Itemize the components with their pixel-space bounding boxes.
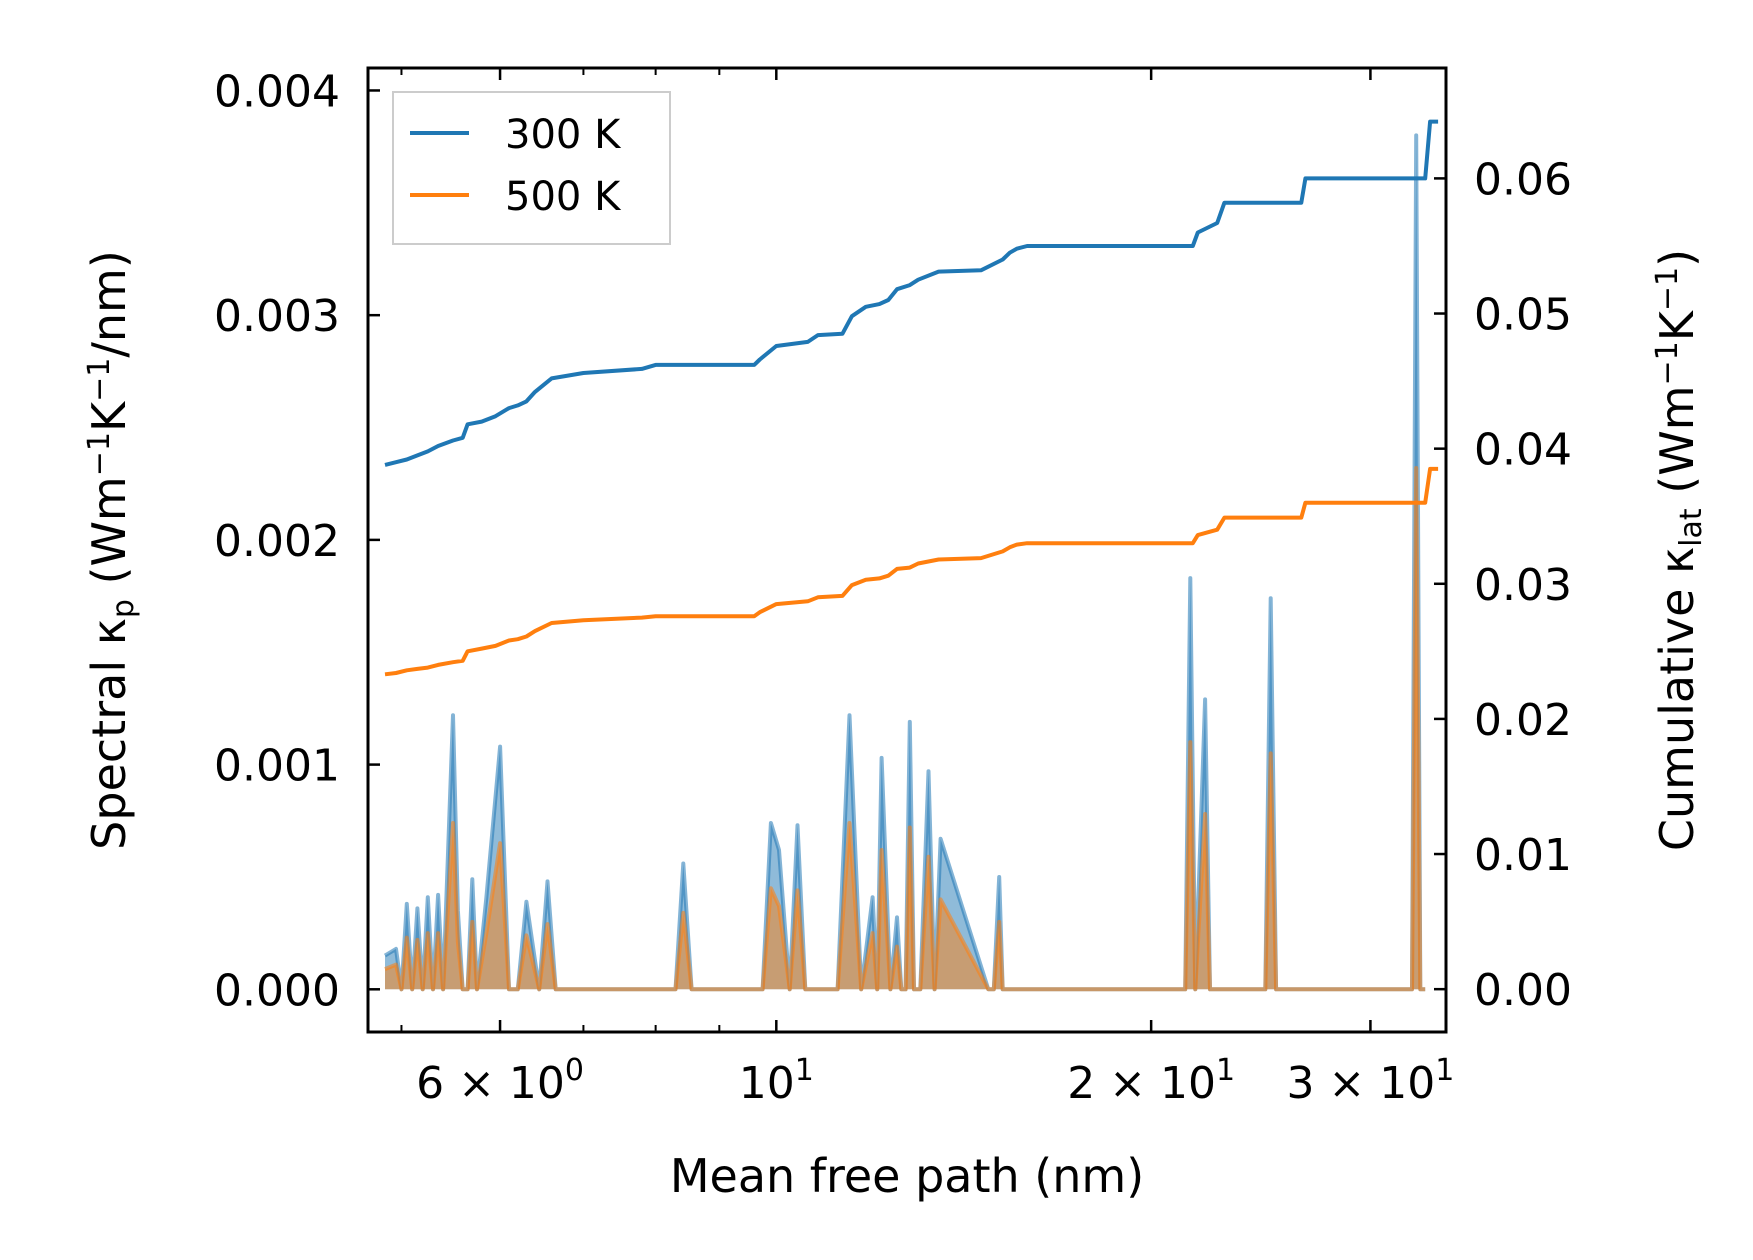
x-tick-label: 2 × 101 [1067, 1053, 1235, 1109]
500-k-spectral-fill [385, 468, 1426, 990]
x-axis-title: Mean free path (nm) [670, 1149, 1144, 1203]
left-y-tick-label: 0.000 [214, 965, 340, 1016]
spectral-series-layer [383, 133, 1426, 992]
right-y-tick-label: 0.03 [1474, 560, 1572, 611]
cumulative-300-k-line [384, 119, 1439, 467]
legend-label-300k: 300 K [505, 112, 622, 158]
left-y-axis-title: Spectral κp (Wm−1K−1/nm) [82, 250, 141, 850]
ticks-layer: 6 × 100 101 2 × 101 3 × 101 0.000 0.001 0.002 0… [214, 66, 1572, 1109]
right-y-tick-label: 0.00 [1474, 965, 1572, 1016]
legend: 300 K 500 K [392, 91, 671, 245]
x-tick-label: 3 × 101 [1286, 1053, 1454, 1109]
left-y-tick-label: 0.004 [214, 66, 340, 117]
plot-frame [366, 66, 1448, 1034]
500-k-spectral-line [384, 466, 1426, 992]
right-y-tick-label: 0.02 [1474, 695, 1572, 746]
right-y-tick-label: 0.01 [1474, 830, 1572, 881]
right-y-tick-label: 0.05 [1474, 290, 1572, 341]
right-y-axis-title: Cumulative κlat (Wm−1K−1) [1650, 249, 1709, 851]
cumulative-500-k-line [384, 466, 1439, 677]
legend-box [392, 91, 671, 245]
x-tick-label: 101 [739, 1053, 814, 1109]
cumulative-series-layer [384, 119, 1439, 677]
left-y-tick-label: 0.003 [214, 291, 340, 342]
legend-label-500k: 500 K [505, 174, 622, 220]
left-y-tick-label: 0.001 [214, 741, 340, 792]
left-y-tick-label: 0.002 [214, 516, 340, 567]
x-tick-label: 6 × 100 [416, 1053, 584, 1109]
right-y-tick-label: 0.04 [1474, 425, 1572, 476]
right-y-tick-label: 0.06 [1474, 154, 1572, 205]
